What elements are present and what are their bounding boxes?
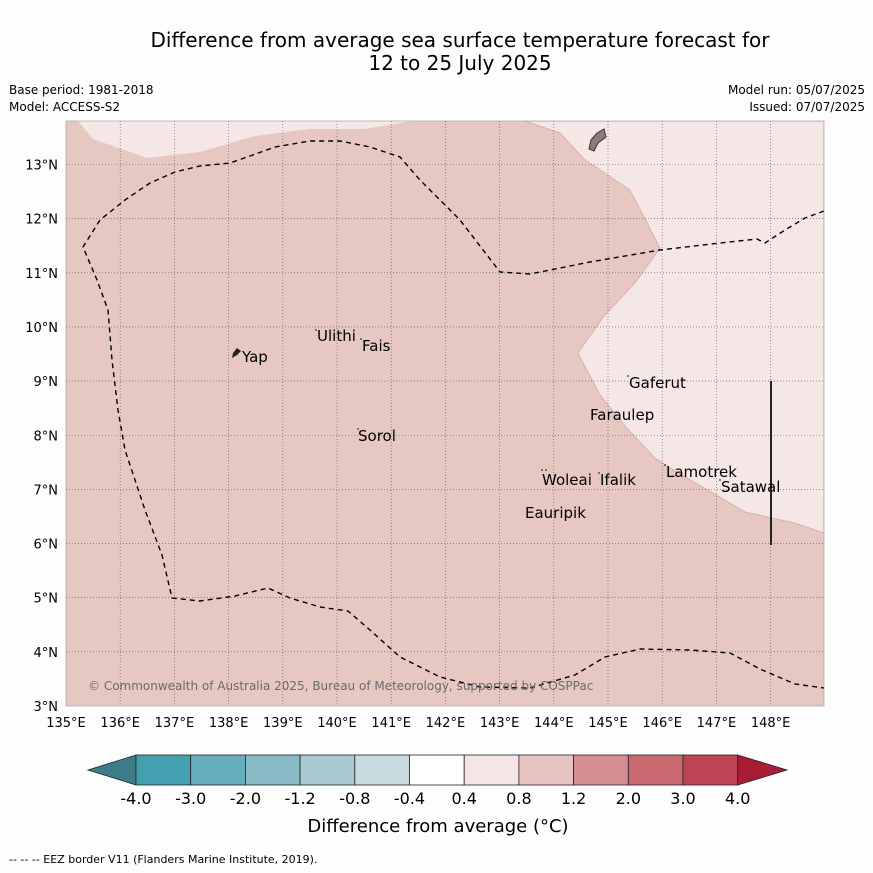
place-label-woleai: Woleai [542, 471, 592, 489]
colorbar-segment [190, 754, 246, 786]
land-guam [588, 128, 607, 152]
place-label-satawal: Satawal [721, 478, 780, 496]
colorbar-segments [86, 754, 789, 786]
colorbar-tick-label: 2.0 [616, 789, 641, 808]
x-tick-label: 141°E [371, 716, 411, 731]
colorbar-tick-label: 0.8 [506, 789, 531, 808]
graticule [66, 121, 824, 706]
y-tick-label: 3°N [34, 700, 59, 715]
chart-title-line1: Difference from average sea surface temp… [150, 28, 770, 52]
colorbar-over-arrow [737, 754, 789, 786]
y-tick-label: 7°N [34, 483, 59, 498]
chart-title-line2: 12 to 25 July 2025 [368, 51, 552, 75]
x-tick-label: 146°E [642, 716, 682, 731]
x-tick-label: 135°E [46, 716, 86, 731]
colorbar-tick-label: -0.8 [339, 789, 370, 808]
x-tick-label: 137°E [155, 716, 195, 731]
model-name: Model: ACCESS-S2 [9, 100, 121, 114]
x-tick-label: 139°E [263, 716, 303, 731]
place-label-faraulep: Faraulep [590, 406, 654, 424]
model-run: Model run: 05/07/2025 [727, 83, 865, 97]
x-tick-label: 138°E [209, 716, 249, 731]
y-tick-label: 11°N [25, 267, 58, 282]
y-tick-label: 6°N [34, 538, 59, 553]
map: Yap Ulithi Fais Gaferut Faraulep Sorol W… [25, 120, 825, 731]
x-tick-label: 144°E [534, 716, 574, 731]
colorbar-segment [244, 754, 301, 786]
y-tick-label: 10°N [25, 321, 58, 336]
eez-border [82, 140, 824, 689]
colorbar-segment [135, 754, 192, 786]
place-label-gaferut: Gaferut [629, 374, 686, 392]
base-period: Base period: 1981-2018 [9, 83, 154, 97]
place-label-eauripik: Eauripik [525, 504, 586, 522]
x-tick-label: 143°E [480, 716, 520, 731]
y-tick-label: 13°N [25, 159, 58, 174]
land-yap [232, 348, 241, 358]
x-tick-label: 140°E [317, 716, 357, 731]
colorbar-label: Difference from average (°C) [307, 816, 568, 837]
colorbar-tick-label: -1.2 [284, 789, 315, 808]
y-tick-label: 5°N [34, 592, 59, 607]
colorbar-under-arrow [86, 754, 137, 786]
map-frame [65, 120, 825, 707]
place-label-ifalik: Ifalik [600, 471, 636, 489]
y-tick-label: 8°N [34, 429, 59, 444]
y-tick-labels: 3°N 4°N 5°N 6°N 7°N 8°N 9°N 10°N 11°N 12°N 13°N [25, 159, 58, 716]
meta-right: Model run: 05/07/2025 Issued: 07/07/2025 [728, 82, 865, 116]
x-tick-label: 136°E [100, 716, 140, 731]
colorbar-tick-label: -2.0 [230, 789, 261, 808]
colorbar-tick-label: 1.2 [561, 789, 586, 808]
eez-footnote: -- -- -- EEZ border V11 (Flanders Marine… [9, 853, 318, 866]
place-label-yap: Yap [241, 348, 268, 366]
colorbar-segment [299, 754, 356, 786]
place-label-fais: Fais [362, 337, 391, 355]
meta-left: Base period: 1981-2018 Model: ACCESS-S2 [9, 82, 154, 116]
copyright-notice: © Commonwealth of Australia 2025, Bureau… [88, 679, 593, 693]
map-labels: Yap Ulithi Fais Gaferut Faraulep Sorol W… [241, 327, 780, 522]
colorbar-tick-label: -3.0 [175, 789, 206, 808]
colorbar-segment [573, 754, 629, 786]
place-label-sorol: Sorol [358, 427, 396, 445]
place-label-ulithi: Ulithi [317, 327, 356, 345]
anomaly-region-light-east [524, 121, 824, 534]
colorbar-tick-label: -4.0 [120, 789, 151, 808]
x-tick-label: 147°E [697, 716, 737, 731]
colorbar-tick-label: 3.0 [670, 789, 695, 808]
x-tick-label: 145°E [588, 716, 628, 731]
y-tick-label: 12°N [25, 213, 58, 228]
colorbar-tick-label: 0.4 [451, 789, 476, 808]
colorbar-segment [682, 754, 739, 786]
colorbar-tick-label: 4.0 [725, 789, 750, 808]
colorbar-tick-labels: -4.0 -3.0 -2.0 -1.2 -0.8 -0.4 0.4 0.8 1.2 2.0 3.0 4… [120, 789, 750, 808]
x-tick-label: 148°E [751, 716, 791, 731]
y-tick-label: 9°N [34, 375, 59, 390]
issued-date: Issued: 07/07/2025 [749, 100, 865, 114]
island-dots [315, 329, 721, 481]
x-tick-label: 142°E [426, 716, 466, 731]
x-tick-labels: 135°E 136°E 137°E 138°E 139°E 140°E 141°E 142°E… [46, 716, 790, 731]
colorbar-segment [409, 754, 465, 786]
colorbar-segment [518, 754, 575, 786]
place-label-lamotrek: Lamotrek [666, 463, 737, 481]
colorbar: -4.0 -3.0 -2.0 -1.2 -0.8 -0.4 0.4 0.8 1.2 2.0 3.0 4… [86, 754, 789, 837]
anomaly-region-light-northwest [66, 121, 413, 158]
colorbar-segment [627, 754, 684, 786]
colorbar-tick-label: -0.4 [394, 789, 425, 808]
colorbar-segment [463, 754, 520, 786]
y-tick-label: 4°N [34, 646, 59, 661]
colorbar-segment [354, 754, 410, 786]
